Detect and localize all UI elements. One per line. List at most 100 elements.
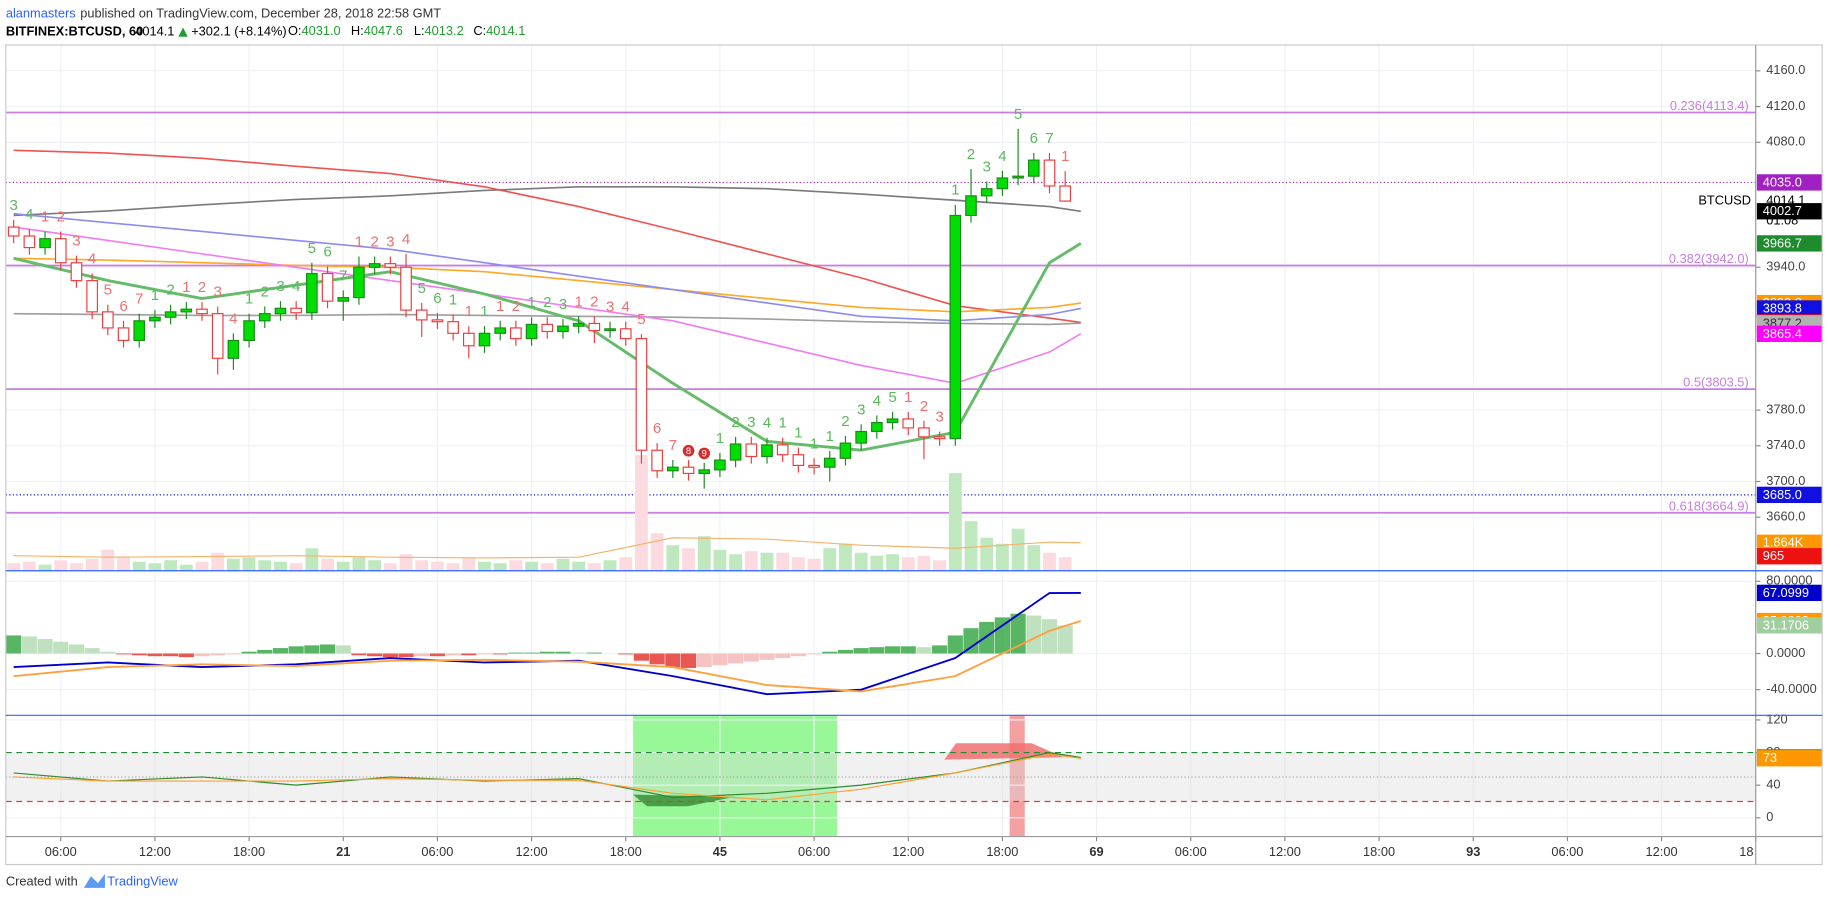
- fib-label: 0.382(3942.0): [1669, 251, 1749, 266]
- macd-histogram: [68, 644, 85, 654]
- axis-price-label: [1756, 174, 1823, 191]
- volume-bar: [226, 558, 240, 571]
- footer-brand[interactable]: TradingView: [107, 873, 178, 888]
- volume-ma: [13, 537, 1081, 559]
- y-tick-label: 40: [1766, 777, 1780, 792]
- td-count: 4: [763, 415, 771, 432]
- axis-price-label: [1756, 203, 1823, 220]
- x-tick-label: 18:00: [233, 844, 265, 859]
- volume-bar: [697, 536, 711, 571]
- td-count: 1: [245, 291, 253, 308]
- candle-body: [714, 459, 726, 471]
- td-count: 3: [559, 296, 567, 313]
- candle-body: [337, 297, 350, 302]
- fib-label: 0.236(4113.4): [1670, 98, 1749, 113]
- td-count: 2: [920, 398, 928, 415]
- ohlc-key: C:: [473, 24, 486, 39]
- macd-histogram: [476, 653, 493, 655]
- volume-bar: [493, 563, 507, 571]
- x-tick-label: 93: [1466, 844, 1480, 859]
- candle-body: [729, 443, 742, 461]
- volume-bar: [525, 561, 538, 571]
- macd-histogram: [178, 653, 194, 658]
- symbol-name: BTCUSD: [1698, 192, 1751, 207]
- macd-histogram: [115, 653, 132, 655]
- y-tick-label: 3940.0: [1766, 259, 1805, 274]
- td-count: 4: [88, 250, 96, 267]
- volume-bar: [132, 561, 146, 571]
- volume-bar: [635, 455, 648, 571]
- td-count: 1: [527, 294, 535, 311]
- volume-bar: [352, 557, 366, 571]
- macd-histogram: [131, 653, 147, 656]
- axis-price-text: 3893.8: [1763, 300, 1802, 315]
- volume-bar: [744, 551, 758, 571]
- volume-bar: [839, 543, 852, 571]
- macd-histogram: [649, 653, 665, 665]
- td-count: 3: [9, 197, 17, 214]
- candle-body: [1027, 159, 1040, 177]
- candle-body: [541, 323, 554, 333]
- x-tick-label: 18:00: [1363, 844, 1395, 859]
- ohlc-value: 4047.6: [364, 24, 403, 39]
- macd-histogram: [6, 635, 22, 654]
- candle-body: [933, 436, 946, 440]
- candle-body: [7, 226, 20, 237]
- volume-bar: [1043, 552, 1056, 571]
- candle-body: [196, 308, 208, 315]
- candle-body: [902, 418, 915, 429]
- volume-bar: [85, 558, 99, 571]
- candle-body: [462, 332, 475, 347]
- candle-body: [886, 418, 899, 424]
- macd-histogram: [335, 645, 351, 654]
- x-tick-label: 12:00: [516, 844, 548, 859]
- macd-histogram: [147, 653, 163, 657]
- macd-histogram: [100, 651, 116, 654]
- td-count: 1: [41, 209, 49, 226]
- candle-body: [400, 266, 412, 311]
- macd-histogram: [461, 653, 477, 656]
- macd-histogram: [979, 621, 995, 654]
- candle-body: [572, 322, 585, 327]
- td-count: 8: [686, 446, 691, 456]
- x-tick-label: 21: [336, 844, 350, 859]
- rsi-highlight: [633, 715, 838, 837]
- axis-price-text: 73: [1763, 750, 1777, 765]
- td-count: 5: [1014, 106, 1022, 123]
- macd-histogram: [759, 653, 775, 660]
- x-tick-label: 45: [713, 844, 727, 859]
- volume-bar: [446, 563, 460, 571]
- candle-body: [306, 272, 318, 314]
- candle-body: [949, 214, 962, 440]
- candle-body: [619, 328, 632, 340]
- volume-bar: [948, 473, 962, 571]
- volume-bar: [980, 537, 994, 571]
- axis-price-label: [1756, 486, 1823, 504]
- macd-histogram: [790, 653, 806, 657]
- td-count: 4: [229, 310, 237, 327]
- macd-histogram: [382, 653, 398, 658]
- candle-body: [839, 442, 852, 459]
- candle-body: [133, 320, 146, 342]
- td-count: 1: [904, 389, 912, 406]
- td-count: 7: [135, 291, 143, 308]
- candle-body: [243, 320, 255, 342]
- td-count: 1: [465, 303, 473, 320]
- td-count: 1: [826, 428, 834, 445]
- td-count: 2: [166, 282, 174, 299]
- axis-price-text: 4035.0: [1763, 174, 1802, 189]
- td-count: 7: [1045, 130, 1053, 147]
- macd-histogram: [806, 653, 822, 655]
- y-tick-label: 0: [1766, 809, 1773, 824]
- candle-body: [996, 177, 1009, 190]
- candle-body: [965, 195, 977, 217]
- macd-histogram: [853, 648, 869, 654]
- volume-bar: [54, 560, 68, 571]
- volume-bar: [995, 543, 1009, 571]
- author[interactable]: alanmasters: [6, 6, 76, 21]
- x-tick-label: 12:00: [892, 844, 924, 859]
- candle-body: [651, 449, 663, 472]
- candle-body: [604, 328, 616, 332]
- x-tick-label: 18:00: [986, 844, 1018, 859]
- volume-bar: [791, 557, 805, 571]
